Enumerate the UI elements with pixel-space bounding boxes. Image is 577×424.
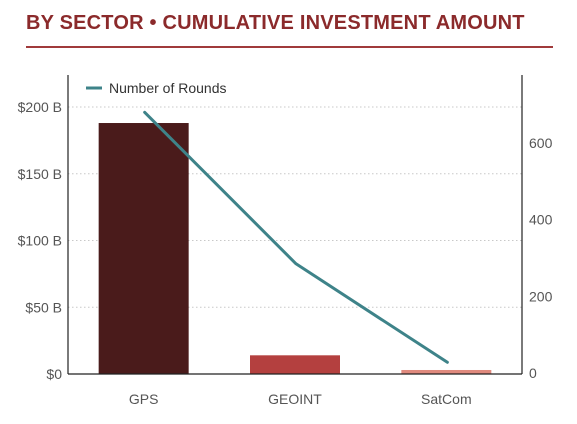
title-divider	[26, 46, 553, 48]
chart-title: BY SECTOR • CUMULATIVE INVESTMENT AMOUNT	[26, 12, 525, 34]
y-left-tick-label: $50 B	[25, 299, 62, 315]
bar-satcom	[401, 369, 492, 374]
line-number-of-rounds	[143, 110, 449, 364]
y-right-tick-label: 200	[529, 288, 553, 304]
y-left-tick-label: $0	[46, 366, 62, 382]
legend-label: Number of Rounds	[109, 80, 227, 96]
bar-geoint	[250, 355, 340, 374]
y-left-tick-label: $200 B	[18, 99, 62, 115]
x-tick-label: GEOINT	[268, 391, 322, 407]
x-tick-label: GPS	[129, 391, 159, 407]
y-right-tick-label: 600	[529, 135, 553, 151]
y-left-tick-label: $150 B	[18, 166, 62, 182]
y-left-tick-label: $100 B	[18, 233, 62, 249]
bar-gps	[98, 123, 189, 375]
y-right-tick-label: 400	[529, 212, 553, 228]
y-right-tick-label: 0	[529, 365, 537, 381]
x-tick-label: SatCom	[421, 391, 472, 407]
